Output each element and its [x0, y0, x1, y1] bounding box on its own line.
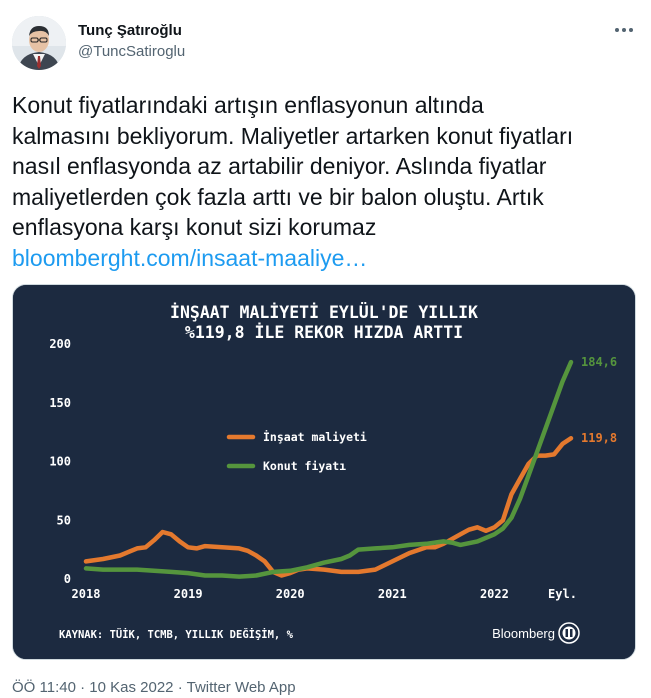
x-tick-label: 2019 [174, 587, 203, 601]
chart-title-line: İNŞAAT MALİYETİ EYLÜL'DE YILLIK [170, 303, 478, 322]
x-tick-label: 2022 [480, 587, 509, 601]
tweet-text-line: Konut fiyatlarındaki artışın enflasyonun… [12, 92, 484, 118]
legend-label: İnşaat maliyeti [263, 429, 367, 444]
y-tick-label: 150 [49, 396, 71, 410]
x-tick-label: 2021 [378, 587, 407, 601]
legend-label: Konut fiyatı [263, 459, 346, 473]
tweet-media-chart[interactable]: İNŞAAT MALİYETİ EYLÜL'DE YILLIK %119,8 İ… [12, 284, 636, 660]
author-names: Tunç Şatıroğlu @TuncSatiroglu [78, 21, 185, 63]
tweet-text-line: maliyetlerden çok fazla arttı ve bir bal… [12, 183, 544, 210]
tweet-source[interactable]: Twitter Web App [186, 679, 296, 696]
tweet-text-line: enflasyona karşı konut sizi korumaz [12, 214, 377, 240]
y-tick-label: 0 [64, 572, 71, 586]
tweet-link[interactable]: bloomberght.com/insaat-maaliye… [12, 244, 368, 271]
chart: İNŞAAT MALİYETİ EYLÜL'DE YILLIK %119,8 İ… [13, 285, 635, 659]
x-tick-label: 2018 [72, 587, 101, 601]
tweet-footer: ÖÖ 11:40 · 10 Kas 2022 · Twitter Web App [12, 679, 296, 696]
more-button[interactable] [613, 20, 635, 40]
author-display-name[interactable]: Tunç Şatıroğlu [78, 22, 182, 39]
y-tick-label: 200 [49, 337, 71, 351]
series-line [83, 359, 574, 579]
y-tick-label: 100 [49, 455, 71, 469]
author-handle[interactable]: @TuncSatiroglu [78, 43, 186, 60]
chart-title-line: %119,8 İLE REKOR HIZDA ARTTI [185, 323, 463, 342]
tweet-text-line: kalmasını bekliyorum. Maliyetler artarke… [12, 122, 574, 149]
author-avatar[interactable] [12, 16, 66, 70]
series-line [83, 435, 574, 578]
y-tick-label: 50 [57, 513, 71, 527]
footer-separator: · [80, 679, 86, 696]
series-end-label: 119,8 [581, 431, 617, 445]
footer-separator: · [177, 679, 183, 696]
bloomberg-logo-icon [558, 622, 580, 644]
tweet-text-line: nasıl enflasyonda az artabilir deniyor. … [12, 153, 547, 179]
tweet-text: Konut fiyatlarındaki artışın enflasyonun… [12, 90, 639, 273]
x-tick-label: 2020 [276, 587, 305, 601]
user-avatar-icon [12, 16, 66, 70]
chart-brand: Bloomberg [492, 626, 555, 641]
chart-source-note: KAYNAK: TÜİK, TCMB, YILLIK DEĞİŞİM, % [59, 627, 294, 641]
tweet-header: Tunç Şatıroğlu @TuncSatiroglu [12, 16, 639, 72]
x-tick-label: Eyl. [548, 587, 577, 601]
tweet-date[interactable]: 10 Kas 2022 [89, 679, 174, 696]
tweet-time[interactable]: ÖÖ 11:40 [12, 679, 76, 696]
series-end-label: 184,6 [581, 355, 617, 369]
more-icon [615, 28, 633, 32]
